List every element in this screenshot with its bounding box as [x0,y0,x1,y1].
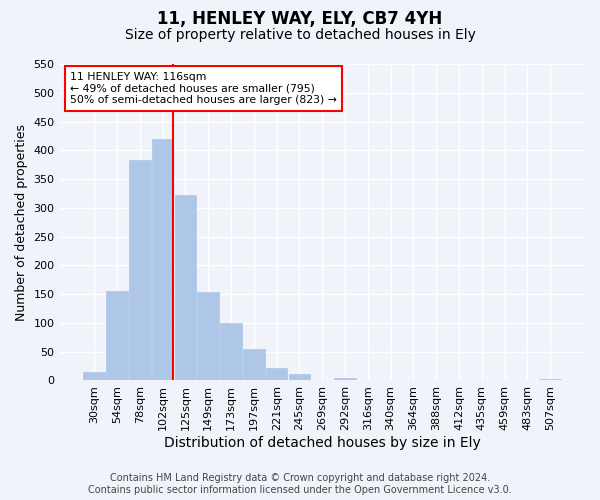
Text: 11, HENLEY WAY, ELY, CB7 4YH: 11, HENLEY WAY, ELY, CB7 4YH [157,10,443,28]
X-axis label: Distribution of detached houses by size in Ely: Distribution of detached houses by size … [164,436,481,450]
Bar [334,378,356,380]
Bar [266,368,287,380]
Text: Size of property relative to detached houses in Ely: Size of property relative to detached ho… [125,28,475,42]
Bar [243,350,265,380]
Text: 11 HENLEY WAY: 116sqm
← 49% of detached houses are smaller (795)
50% of semi-det: 11 HENLEY WAY: 116sqm ← 49% of detached … [70,72,337,105]
Bar [152,139,173,380]
Bar [106,292,128,380]
Bar [197,292,219,380]
Bar [220,323,242,380]
Bar [289,374,310,380]
Bar [83,372,105,380]
Y-axis label: Number of detached properties: Number of detached properties [15,124,28,320]
Bar [175,194,196,380]
Bar [129,160,151,380]
Text: Contains HM Land Registry data © Crown copyright and database right 2024.
Contai: Contains HM Land Registry data © Crown c… [88,474,512,495]
